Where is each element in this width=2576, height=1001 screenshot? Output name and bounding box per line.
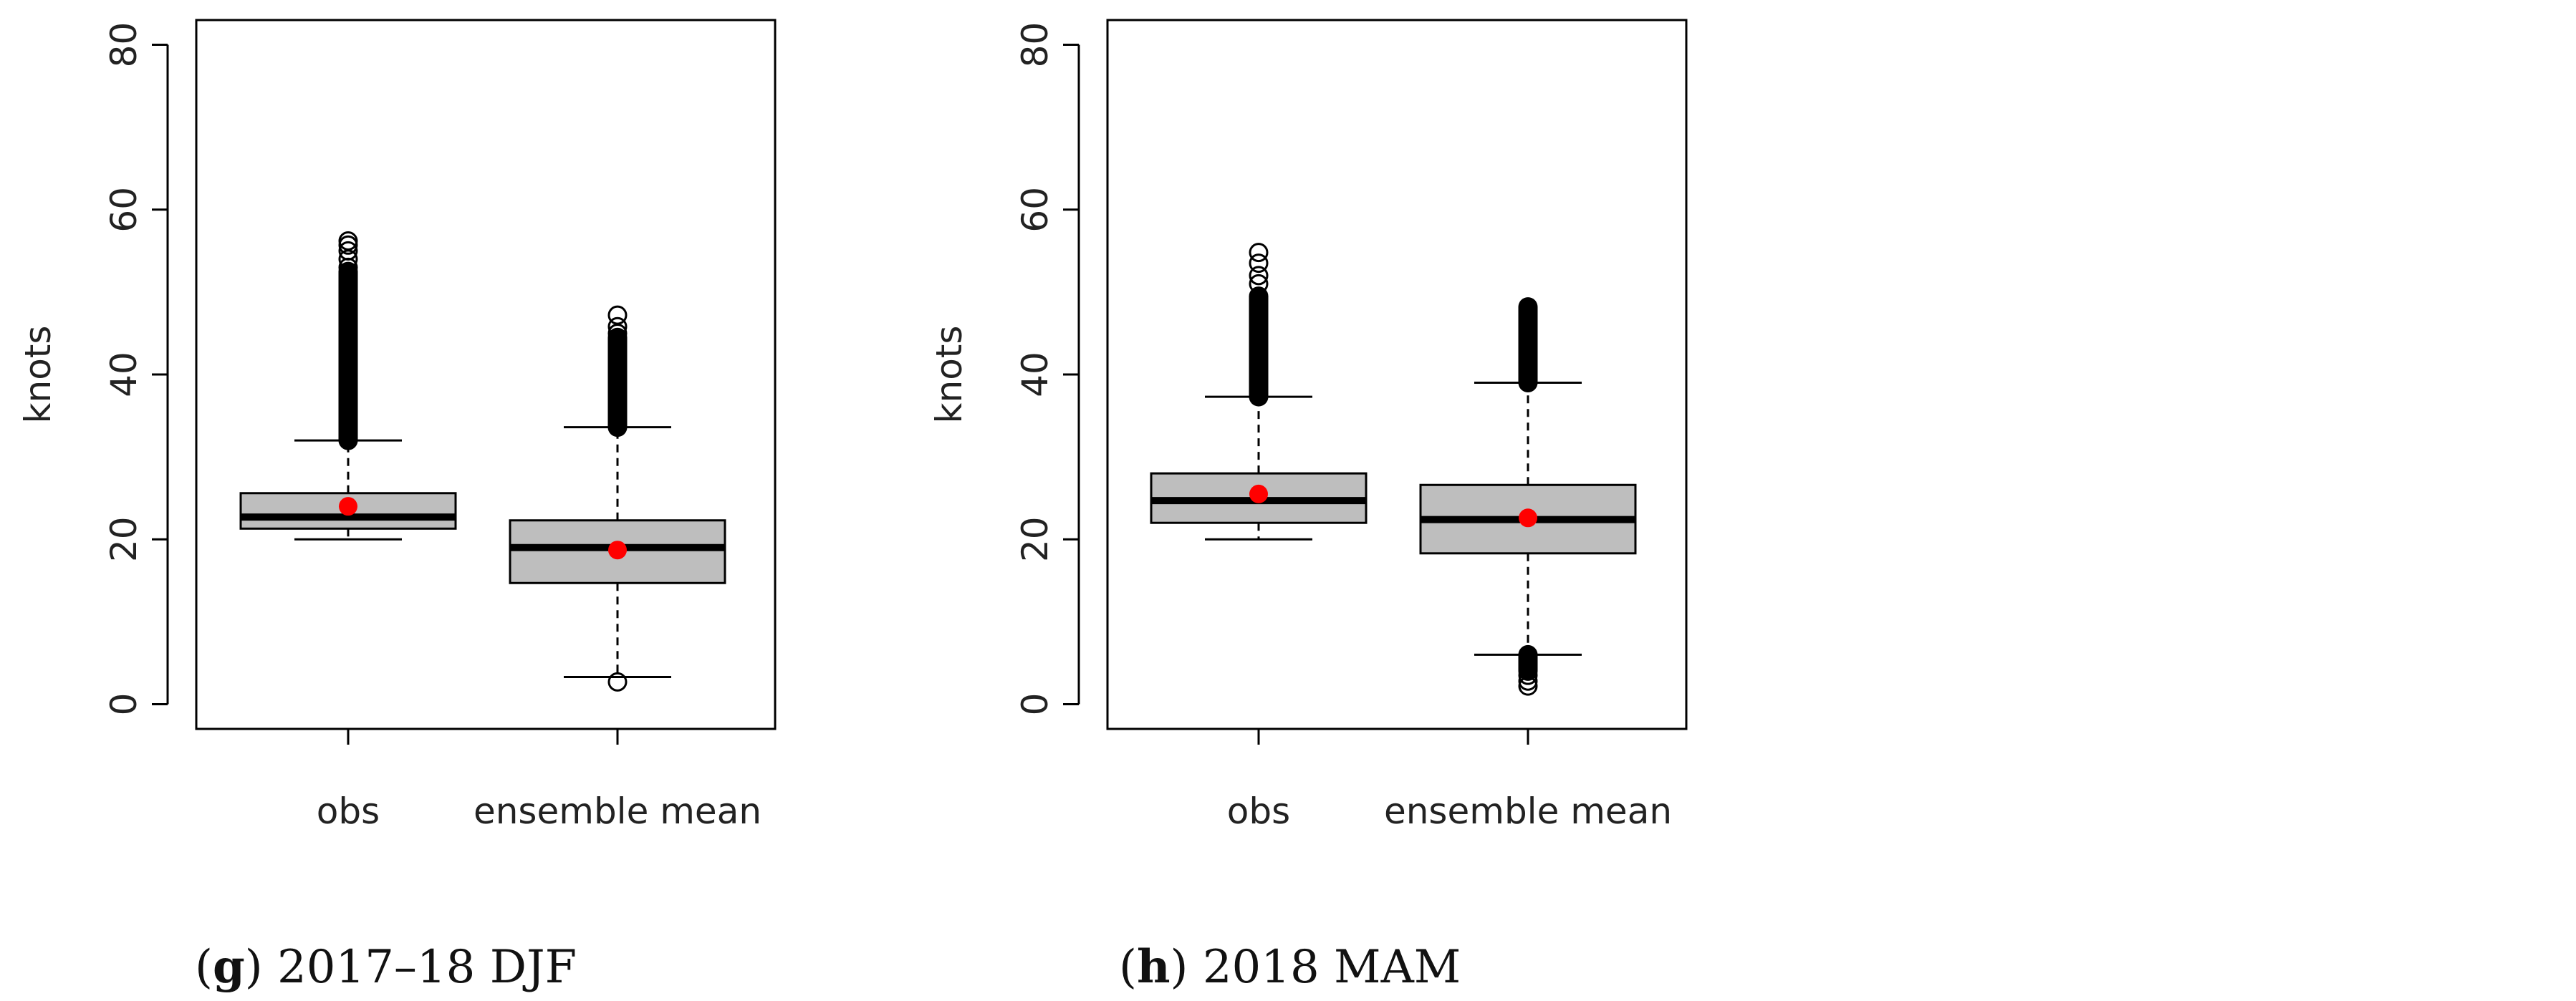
box-plot: [239, 231, 457, 541]
x-tick-label: ensemble mean: [1384, 790, 1672, 832]
panel-caption: (g) 2017–18 DJF: [195, 940, 577, 994]
outlier-point: [607, 672, 628, 692]
outlier-point: [607, 316, 628, 337]
mean-marker: [339, 497, 357, 516]
panel-caption: (h) 2018 MAM: [1119, 940, 1461, 994]
outlier-point: [1249, 253, 1269, 274]
y-tick-label: 60: [1014, 187, 1056, 233]
caption-text: 2017–18 DJF: [277, 941, 577, 994]
plot-frame: [1106, 19, 1688, 730]
outlier-point: [1518, 671, 1538, 691]
caption-letter: h: [1137, 940, 1171, 994]
y-tick-label: 0: [1014, 693, 1056, 716]
panel-h: 0 20 40 60 80 knots obs ensemble mean (h) 201…: [928, 19, 1688, 994]
outlier-point: [1249, 243, 1269, 263]
y-tick-label: 0: [103, 693, 145, 716]
outlier-point: [338, 231, 358, 251]
y-tick-label: 40: [1014, 352, 1056, 397]
panel-g: 0 20 40 60 80 knots obs ensemble mean (g) 201…: [17, 19, 777, 994]
caption-text: 2018 MAM: [1203, 941, 1461, 994]
y-axis: 0 20 40 60 80: [1014, 22, 1080, 716]
y-tick-label: 20: [1014, 516, 1056, 562]
box-plot: [1150, 243, 1368, 541]
x-tick-label: ensemble mean: [474, 790, 761, 832]
y-tick-label: 40: [103, 352, 145, 397]
outlier-point: [338, 241, 358, 261]
y-axis-label: knots: [17, 326, 59, 424]
y-axis-label: knots: [928, 326, 970, 424]
mean-marker: [608, 541, 627, 560]
outlier-point: [1518, 665, 1538, 685]
box-plot: [1419, 297, 1637, 696]
y-tick-label: 80: [103, 22, 145, 68]
y-tick-label: 60: [103, 187, 145, 233]
boxes: [239, 231, 726, 692]
y-axis: 0 20 40 60 80: [103, 22, 169, 716]
x-tick-label: obs: [317, 790, 380, 832]
x-axis: obs ensemble mean: [317, 727, 761, 832]
y-tick-label: 20: [103, 516, 145, 562]
caption-letter: g: [213, 940, 245, 994]
x-tick-label: obs: [1227, 790, 1290, 832]
y-tick-label: 80: [1014, 22, 1056, 68]
box-plot: [509, 305, 726, 692]
plot-frame: [195, 19, 777, 730]
x-axis: obs ensemble mean: [1227, 727, 1672, 832]
outlier-point: [607, 305, 628, 325]
outlier-point: [1249, 266, 1269, 286]
mean-marker: [1249, 484, 1268, 503]
mean-marker: [1519, 508, 1537, 528]
outlier-point: [1249, 274, 1269, 294]
outlier-point: [1518, 676, 1538, 696]
boxes: [1150, 243, 1637, 696]
